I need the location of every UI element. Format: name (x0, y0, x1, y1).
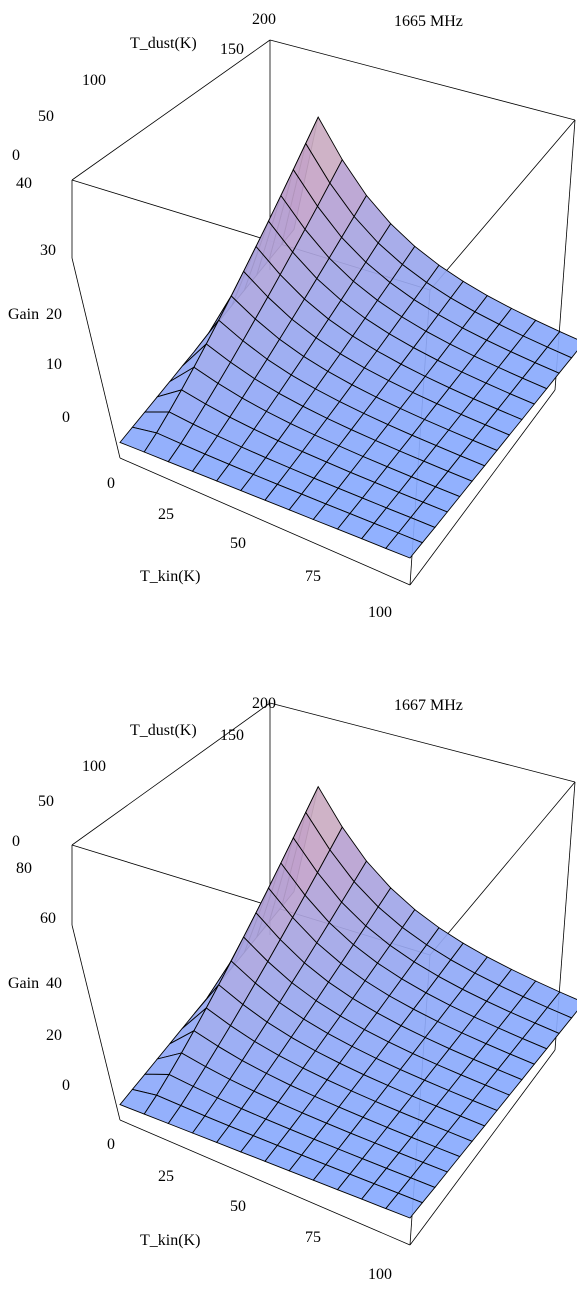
y-axis-label: T_dust(K) (130, 722, 197, 739)
y-tick-label: 200 (252, 11, 276, 28)
z-tick-label: 80 (16, 860, 32, 877)
z-tick-label: 20 (46, 306, 62, 323)
z-tick-label: 10 (46, 356, 62, 373)
z-tick-label: 0 (62, 1077, 70, 1094)
y-axis-label: T_dust(K) (130, 35, 197, 52)
z-tick-label: 40 (46, 975, 62, 992)
surface-plot-1667: 1667 MHz T_dust(K) Gain T_kin(K) 200 150… (8, 695, 577, 1283)
surface-mesh (119, 785, 577, 1219)
z-tick-label: 60 (40, 910, 56, 927)
x-tick-label: 0 (107, 1136, 115, 1153)
y-tick-label: 50 (38, 108, 54, 125)
x-tick-label: 75 (305, 1229, 321, 1246)
z-tick-label: 20 (46, 1027, 62, 1044)
x-tick-label: 25 (158, 506, 174, 523)
y-tick-label: 150 (220, 727, 244, 744)
z-tick-label: 40 (16, 175, 32, 192)
y-tick-label: 150 (220, 41, 244, 58)
surface-patch (385, 532, 424, 559)
x-tick-label: 25 (158, 1168, 174, 1185)
y-tick-label: 100 (82, 758, 106, 775)
surface-mesh (119, 116, 577, 559)
x-tick-label: 100 (368, 1266, 392, 1283)
z-tick-label: 0 (62, 409, 70, 426)
y-tick-label: 0 (12, 833, 20, 850)
z-axis-label: Gain (8, 306, 39, 323)
x-tick-label: 100 (368, 604, 392, 621)
y-tick-label: 100 (82, 72, 106, 89)
x-tick-label: 50 (230, 1198, 246, 1215)
x-axis-label: T_kin(K) (140, 1232, 200, 1249)
x-axis-label: T_kin(K) (140, 568, 200, 585)
y-tick-label: 0 (12, 147, 20, 164)
z-tick-label: 30 (40, 242, 56, 259)
y-tick-label: 200 (252, 695, 276, 712)
frequency-annotation: 1665 MHz (394, 13, 463, 30)
surface-patch (385, 1192, 424, 1219)
x-tick-label: 0 (107, 475, 115, 492)
x-tick-label: 50 (230, 535, 246, 552)
y-tick-label: 50 (38, 793, 54, 810)
z-axis-label: Gain (8, 975, 39, 992)
surface-plot-1665: 1665 MHz T_dust(K) Gain T_kin(K) 200 150… (8, 11, 577, 621)
frequency-annotation: 1667 MHz (394, 697, 463, 714)
x-tick-label: 75 (305, 568, 321, 585)
